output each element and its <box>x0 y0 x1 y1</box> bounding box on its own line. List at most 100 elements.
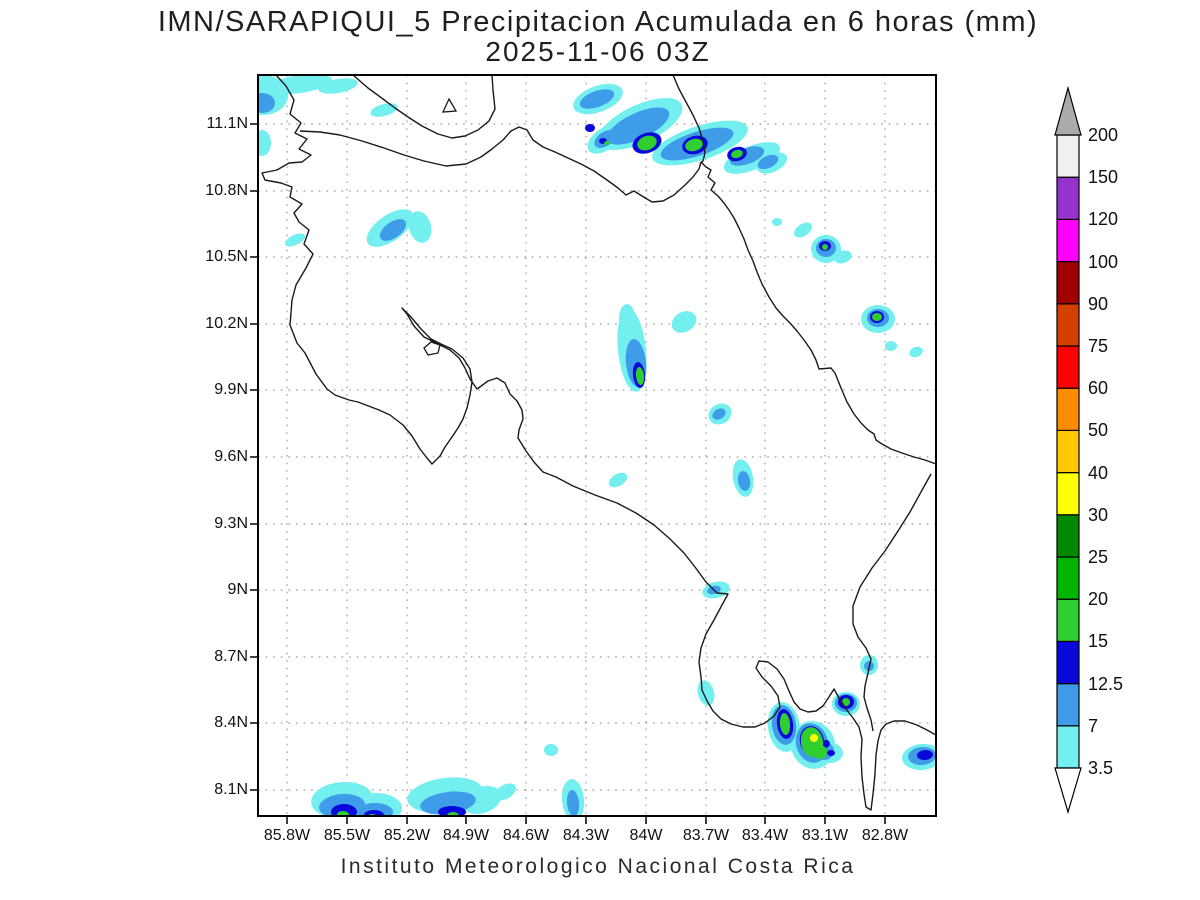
precip-cell-3.5mm <box>909 346 923 358</box>
lon-tick-label: 83.1W <box>801 827 849 844</box>
precip-cell-7mm <box>712 408 726 420</box>
precip-cell-3.5mm <box>608 472 628 488</box>
precip-cell-3.5mm <box>834 250 852 264</box>
lon-tick-label: 84W <box>629 827 663 844</box>
precip-cell-3.5mm <box>284 233 306 247</box>
colorbar-segment <box>1056 598 1080 643</box>
map-frame <box>257 74 937 817</box>
precip-cell-12.5mm <box>364 810 384 816</box>
precip-cell-3.5mm <box>619 304 635 332</box>
lat-tick-label: 10.8N <box>205 182 248 199</box>
lon-tick-label: 85.8W <box>263 827 311 844</box>
precip-cell-12.5mm <box>827 750 835 756</box>
colorbar-level-label: 12.5 <box>1088 673 1124 694</box>
lat-tick-label: 9.6N <box>214 448 248 465</box>
precip-cell-7mm <box>729 146 765 166</box>
colorbar-under-arrow <box>1054 767 1082 815</box>
colorbar-segment <box>1056 176 1080 220</box>
precip-cell-3.5mm <box>544 744 558 756</box>
isla-chira <box>423 341 441 356</box>
precip-cell-3.5mm <box>268 75 332 94</box>
colorbar <box>1054 85 1082 815</box>
colorbar-level-label: 200 <box>1088 125 1119 145</box>
colorbar-segment <box>1056 514 1080 558</box>
lake-nicaragua-shore <box>352 75 496 139</box>
colorbar-level-label: 25 <box>1088 547 1109 567</box>
precip-cell-3.5mm <box>494 783 516 801</box>
colorbar-segment <box>1056 472 1080 516</box>
lat-tick-label: 9.3N <box>214 515 248 532</box>
colorbar-level-label: 40 <box>1088 462 1109 483</box>
lat-tick-label: 8.4N <box>214 714 248 731</box>
precip-cell-3.5mm <box>794 222 812 238</box>
colorbar-level-label: 90 <box>1088 293 1109 314</box>
precip-cell-7mm <box>606 107 670 145</box>
precip-cell-3.5mm <box>697 680 715 706</box>
precip-cell-15mm <box>813 745 827 759</box>
precip-cell-15mm <box>872 313 882 321</box>
precip-cell-15mm <box>685 138 703 152</box>
colorbar-level-label: 150 <box>1088 167 1119 188</box>
precip-cell-15mm <box>337 811 349 816</box>
lat-tick-label: 10.2N <box>205 315 248 332</box>
colorbar-level-label: 15 <box>1088 631 1109 652</box>
precip-cell-3.5mm <box>408 211 432 243</box>
ometepe-island <box>441 97 458 113</box>
lat-tick-label: 8.7N <box>214 648 248 665</box>
lon-tick-label: 85.5W <box>323 827 371 844</box>
lat-tick-label: 10.5N <box>205 248 248 265</box>
pacific-coast <box>261 75 936 811</box>
precip-cell-3.5mm <box>671 311 697 333</box>
precip-cell-12.5mm <box>438 806 466 816</box>
precip-cell-3.5mm <box>885 341 897 351</box>
nicaragua-caribbean-coast <box>672 75 706 163</box>
lat-tick-label: 11.1N <box>206 115 248 132</box>
colorbar-level-label: 60 <box>1088 378 1109 399</box>
precip-cell-3.5mm <box>370 103 398 117</box>
colorbar-segment <box>1056 725 1080 769</box>
precip-cell-7mm <box>737 471 751 491</box>
colorbar-segment <box>1056 134 1080 178</box>
precip-cell-12.5mm <box>331 804 357 816</box>
precip-cell-3.5mm <box>462 785 502 815</box>
colorbar-over-arrow <box>1054 85 1082 136</box>
precip-cell-15mm <box>779 713 791 735</box>
colorbar-segment <box>1056 429 1080 474</box>
colorbar-segment <box>1056 682 1080 727</box>
coastline-layer <box>261 75 936 811</box>
colorbar-level-label: 50 <box>1088 420 1109 441</box>
precip-cell-30mm <box>810 734 818 742</box>
colorbar-level-label: 100 <box>1088 251 1119 272</box>
precip-cell-12.5mm <box>917 749 933 761</box>
precip-cell-15mm <box>604 141 610 145</box>
precip-cell-7mm <box>566 790 580 816</box>
nicaragua-border <box>299 126 702 203</box>
colorbar-level-label: 75 <box>1088 336 1109 356</box>
precip-cell-7mm <box>258 93 275 113</box>
lon-tick-label: 84.9W <box>442 827 490 844</box>
colorbar-level-label: 3.5 <box>1088 758 1114 778</box>
footer-attribution: Instituto Meteorologico Nacional Costa R… <box>340 855 856 878</box>
precip-cell-7mm <box>579 89 615 109</box>
page-subtitle-datetime: 2025-11-06 03Z <box>485 36 711 67</box>
colorbar-segment <box>1056 303 1080 347</box>
lon-tick-label: 83.4W <box>741 827 789 844</box>
precip-cell-12.5mm <box>585 124 595 132</box>
page-title: IMN/SARAPIQUI_5 Precipitacion Acumulada … <box>157 6 1039 38</box>
colorbar-segment <box>1056 556 1080 600</box>
colorbar-level-label: 30 <box>1088 504 1109 525</box>
lon-tick-label: 84.3W <box>562 827 610 844</box>
colorbar-level-label: 20 <box>1088 589 1109 610</box>
precip-cell-15mm <box>637 135 657 151</box>
caribbean-coast <box>700 161 936 465</box>
lon-tick-label: 82.8W <box>861 827 909 844</box>
precipitation-shading-layer <box>258 75 936 816</box>
lat-tick-label: 8.1N <box>214 781 248 798</box>
colorbar-segment <box>1056 640 1080 685</box>
lon-tick-label: 85.2W <box>383 827 431 844</box>
precip-cell-15mm <box>842 698 850 706</box>
precip-cell-7mm <box>379 219 407 241</box>
lon-tick-label: 83.7W <box>682 827 730 844</box>
